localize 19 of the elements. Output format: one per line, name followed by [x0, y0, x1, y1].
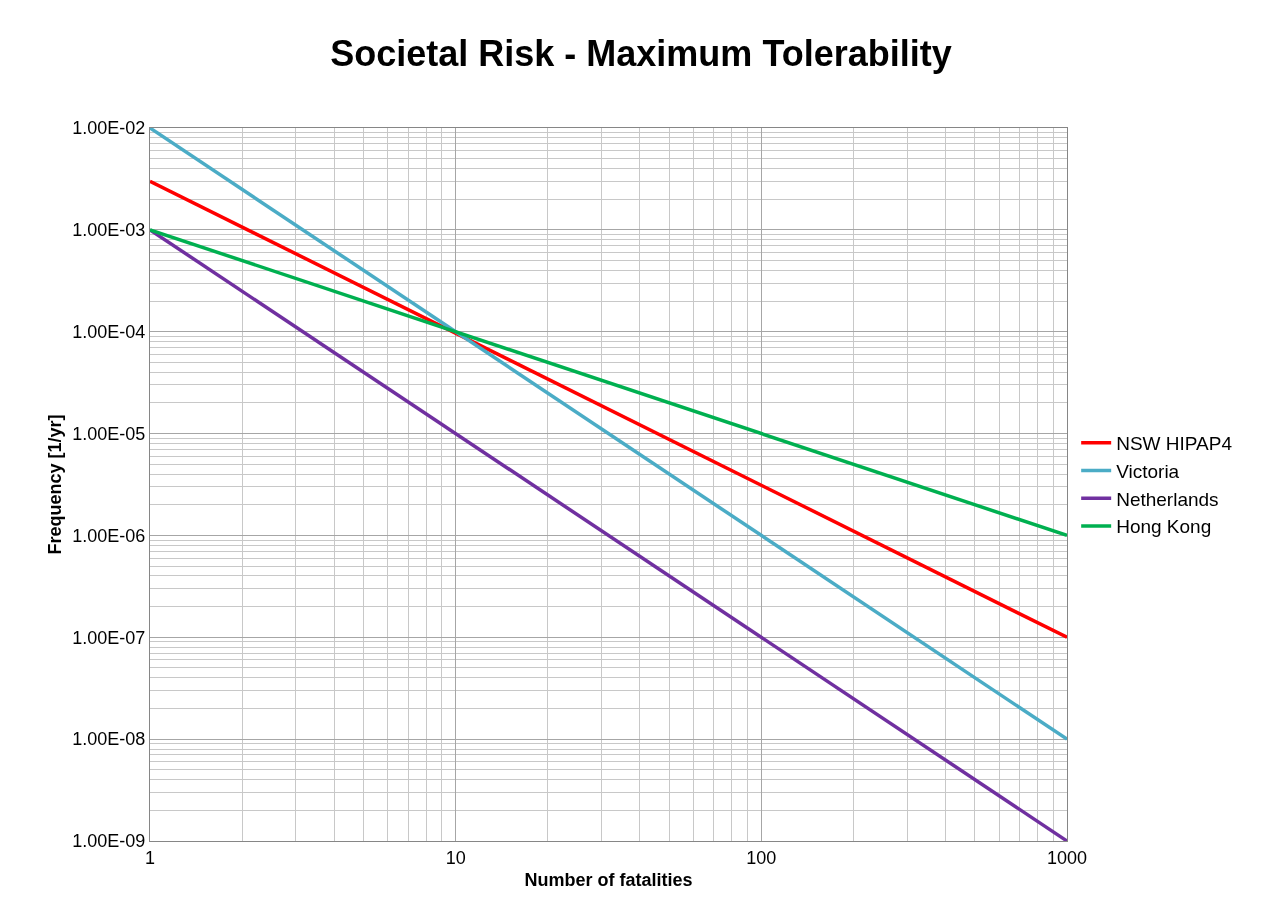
y-tick-label: 1.00E-05: [72, 423, 146, 444]
x-tick-label: 100: [746, 847, 777, 868]
y-axis-title: Frequency [1/yr]: [44, 414, 65, 555]
x-tick-label: 1000: [1046, 847, 1088, 868]
legend-label: Netherlands: [1116, 488, 1219, 510]
y-tick-label: 1.00E-04: [72, 322, 146, 343]
y-tick-label: 1.00E-06: [72, 525, 146, 546]
legend-label: NSW HIPAP4: [1116, 433, 1233, 455]
legend-label: Hong Kong: [1116, 516, 1212, 538]
y-tick-label: 1.00E-08: [72, 729, 146, 750]
y-tick-label: 1.00E-02: [72, 118, 146, 139]
x-tick-label: 10: [445, 847, 466, 868]
x-axis-title: Number of fatalities: [524, 869, 693, 890]
y-tick-label: 1.00E-09: [72, 831, 146, 852]
y-tick-label: 1.00E-07: [72, 627, 146, 648]
x-tick-label: 1: [144, 847, 156, 868]
legend-label: Victoria: [1116, 460, 1180, 482]
chart-title: Societal Risk - Maximum Tolerability: [330, 33, 952, 75]
y-tick-label: 1.00E-03: [72, 220, 146, 241]
